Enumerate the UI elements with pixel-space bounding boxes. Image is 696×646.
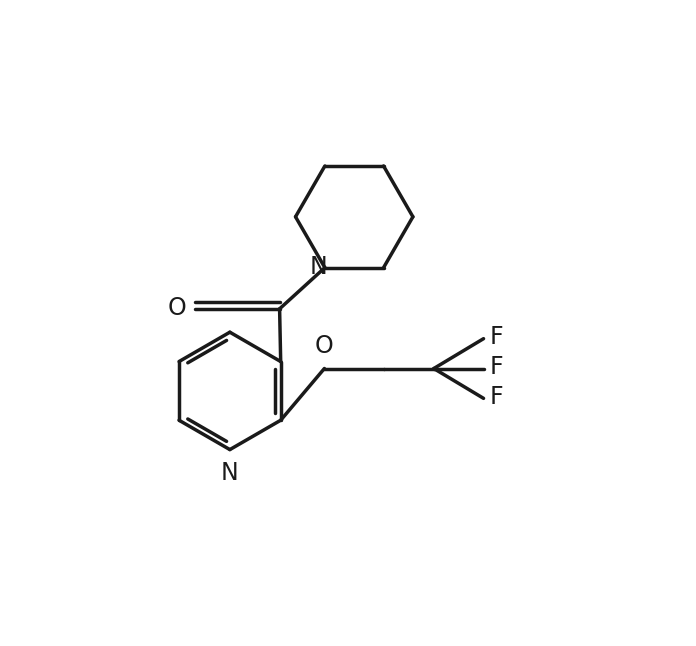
Text: O: O: [167, 296, 186, 320]
Text: F: F: [489, 355, 503, 379]
Text: F: F: [489, 325, 503, 349]
Text: N: N: [310, 255, 328, 278]
Text: F: F: [489, 385, 503, 409]
Text: O: O: [315, 333, 334, 358]
Text: N: N: [221, 461, 239, 484]
